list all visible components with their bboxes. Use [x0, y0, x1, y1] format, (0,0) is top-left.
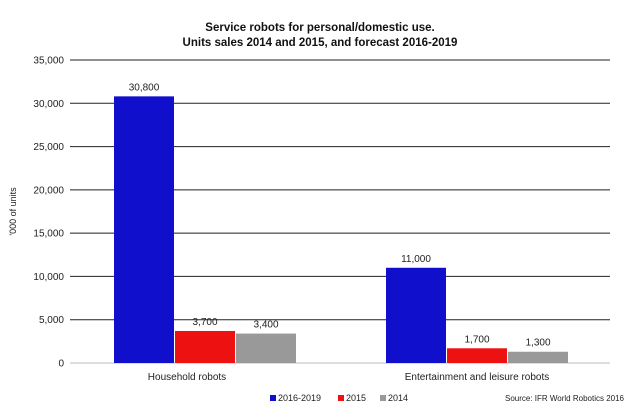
y-tick-label: 0 — [58, 359, 64, 370]
bar-2014-0 — [236, 333, 296, 363]
x-axis-categories: Household robots Entertainment and leisur… — [148, 372, 549, 383]
data-label: 3,400 — [253, 320, 278, 331]
data-label: 11,000 — [401, 254, 431, 265]
source-note: Source: IFR World Robotics 2016 — [505, 394, 625, 403]
data-label: 3,700 — [192, 317, 217, 328]
legend-label: 2015 — [346, 393, 366, 403]
y-tick-label: 20,000 — [33, 185, 64, 196]
y-tick-label: 5,000 — [39, 315, 64, 326]
y-tick-label: 25,000 — [33, 142, 64, 153]
bar-2016-2019-1 — [386, 267, 446, 363]
y-axis-ticks: 0 5,000 10,000 15,000 20,000 25,000 30,000 35,0… — [33, 56, 64, 370]
bar-2015-1 — [447, 348, 507, 363]
data-label: 1,700 — [464, 334, 489, 345]
bar-2015-0 — [175, 330, 235, 363]
bar-2014-1 — [508, 351, 568, 363]
legend: 2016-2019 2015 2014 — [270, 393, 408, 403]
legend-swatch — [270, 395, 276, 401]
y-tick-label: 35,000 — [33, 56, 64, 67]
bar-2016-2019-0 — [114, 96, 174, 364]
legend-swatch — [338, 395, 344, 401]
legend-label: 2014 — [388, 393, 408, 403]
data-label: 1,300 — [525, 338, 550, 349]
y-axis-title: '000 of units — [8, 187, 18, 236]
bars — [114, 96, 568, 364]
x-category-label: Entertainment and leisure robots — [405, 372, 550, 383]
data-labels: 30,800 3,700 3,400 11,000 1,700 1,300 — [129, 82, 551, 348]
data-label: 30,800 — [129, 82, 160, 93]
y-tick-label: 30,000 — [33, 99, 64, 110]
y-tick-label: 15,000 — [33, 229, 64, 240]
legend-swatch — [380, 395, 386, 401]
y-tick-label: 10,000 — [33, 272, 64, 283]
x-category-label: Household robots — [148, 372, 226, 383]
chart-subtitle: Units sales 2014 and 2015, and forecast … — [183, 37, 458, 49]
chart-title: Service robots for personal/domestic use… — [205, 22, 434, 34]
legend-label: 2016-2019 — [278, 393, 321, 403]
